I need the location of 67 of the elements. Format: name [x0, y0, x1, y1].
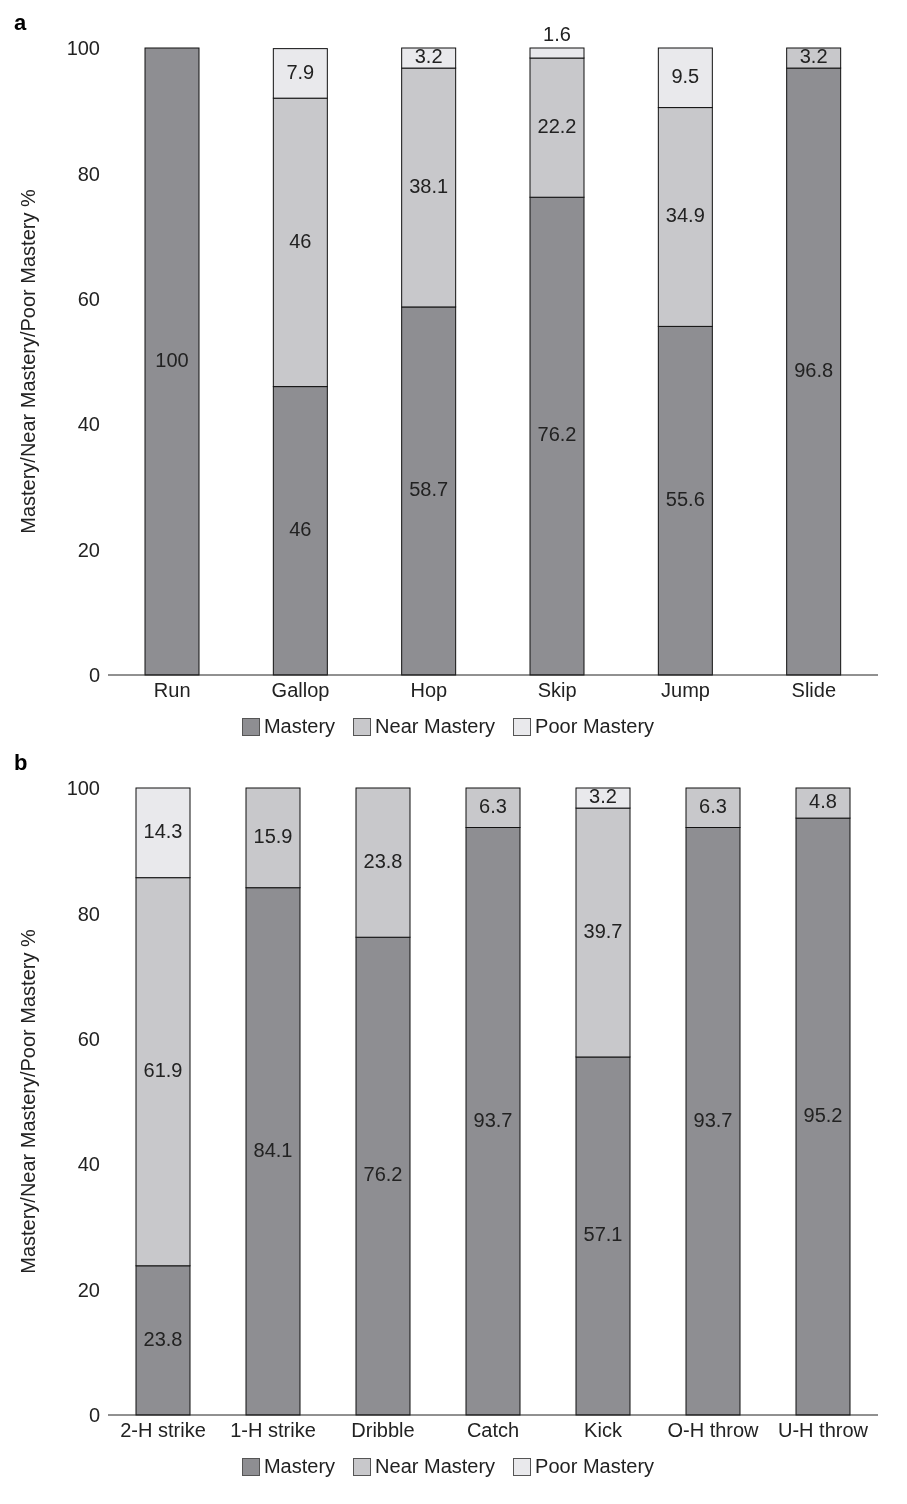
legend-label: Near Mastery	[375, 715, 496, 738]
data-label: 7.9	[286, 60, 315, 83]
data-label: 38.1	[409, 174, 449, 197]
x-tick-label: O-H throw	[667, 1419, 760, 1442]
x-tick-label: 1-H strike	[230, 1419, 316, 1442]
bar	[144, 47, 200, 676]
data-label: 57.1	[583, 1223, 623, 1246]
y-tick-label: 80	[77, 162, 100, 185]
x-tick-label: Dribble	[351, 1419, 415, 1442]
x-tick-label: Jump	[661, 679, 710, 702]
data-label: 84.1	[253, 1138, 293, 1161]
chart-title: b	[14, 750, 28, 776]
legend-label: Mastery	[263, 715, 336, 738]
x-tick-label: Kick	[584, 1419, 623, 1442]
x-tick-label: Run	[153, 679, 191, 702]
data-label: 23.8	[143, 1327, 183, 1350]
legend-label: Mastery	[263, 1455, 336, 1478]
x-tick-label: Slide	[791, 679, 837, 702]
data-label: 93.7	[473, 1108, 513, 1131]
data-label: 55.6	[665, 487, 705, 510]
y-tick-label: 60	[77, 1027, 100, 1050]
data-label: 3.2	[414, 45, 443, 68]
data-label: 3.2	[589, 785, 617, 808]
x-tick-label: Catch	[466, 1419, 520, 1442]
y-tick-label: 0	[88, 1404, 100, 1427]
data-label: 58.7	[409, 478, 449, 501]
y-axis-title: Mastery/Near Mastery/Poor Mastery %	[17, 189, 40, 534]
legend-label: Poor Mastery	[535, 1455, 655, 1478]
data-label: 46	[289, 518, 312, 541]
y-tick-label: 40	[77, 1153, 100, 1176]
data-label: 9.5	[671, 65, 700, 88]
data-label: 93.7	[693, 1108, 733, 1131]
data-label: 61.9	[143, 1059, 183, 1081]
legend-label: Near Mastery	[375, 1455, 496, 1478]
data-label: 96.8	[794, 358, 834, 381]
data-label: 6.3	[479, 795, 507, 818]
y-tick-label: 100	[66, 37, 100, 60]
y-tick-label: 40	[77, 413, 100, 436]
data-label: 22.2	[537, 114, 577, 137]
data-label: 46	[289, 229, 312, 252]
y-tick-label: 80	[77, 902, 100, 925]
legend-label: Poor Mastery	[535, 715, 655, 738]
y-tick-label: 20	[77, 538, 100, 561]
x-tick-label: U-H throw	[777, 1419, 869, 1442]
x-tick-label: Hop	[410, 679, 448, 702]
data-label: 23.8	[363, 849, 403, 872]
x-tick-label: 2-H strike	[120, 1419, 206, 1442]
data-label: 15.9	[253, 825, 293, 848]
y-tick-label: 60	[77, 287, 100, 310]
data-label: 3.2	[799, 45, 828, 68]
data-label: 76.2	[363, 1163, 403, 1186]
data-label: 39.7	[583, 919, 623, 942]
x-tick-label: Gallop	[271, 679, 330, 702]
data-label: 76.2	[537, 423, 577, 446]
data-label: 34.9	[665, 204, 705, 227]
data-label: 4.8	[809, 790, 837, 813]
y-tick-label: 20	[77, 1278, 100, 1301]
data-label: 1.6	[543, 23, 571, 46]
data-label: 6.3	[699, 795, 727, 818]
data-label: 100	[155, 348, 189, 371]
data-label: 95.2	[803, 1103, 843, 1126]
y-axis-title: Mastery/Near Mastery/Poor Mastery %	[17, 929, 40, 1274]
x-tick-label: Skip	[537, 679, 577, 702]
y-tick-label: 0	[88, 664, 100, 687]
y-tick-label: 100	[66, 777, 100, 800]
data-label: 14.3	[143, 820, 183, 843]
chart-title: a	[14, 10, 27, 36]
